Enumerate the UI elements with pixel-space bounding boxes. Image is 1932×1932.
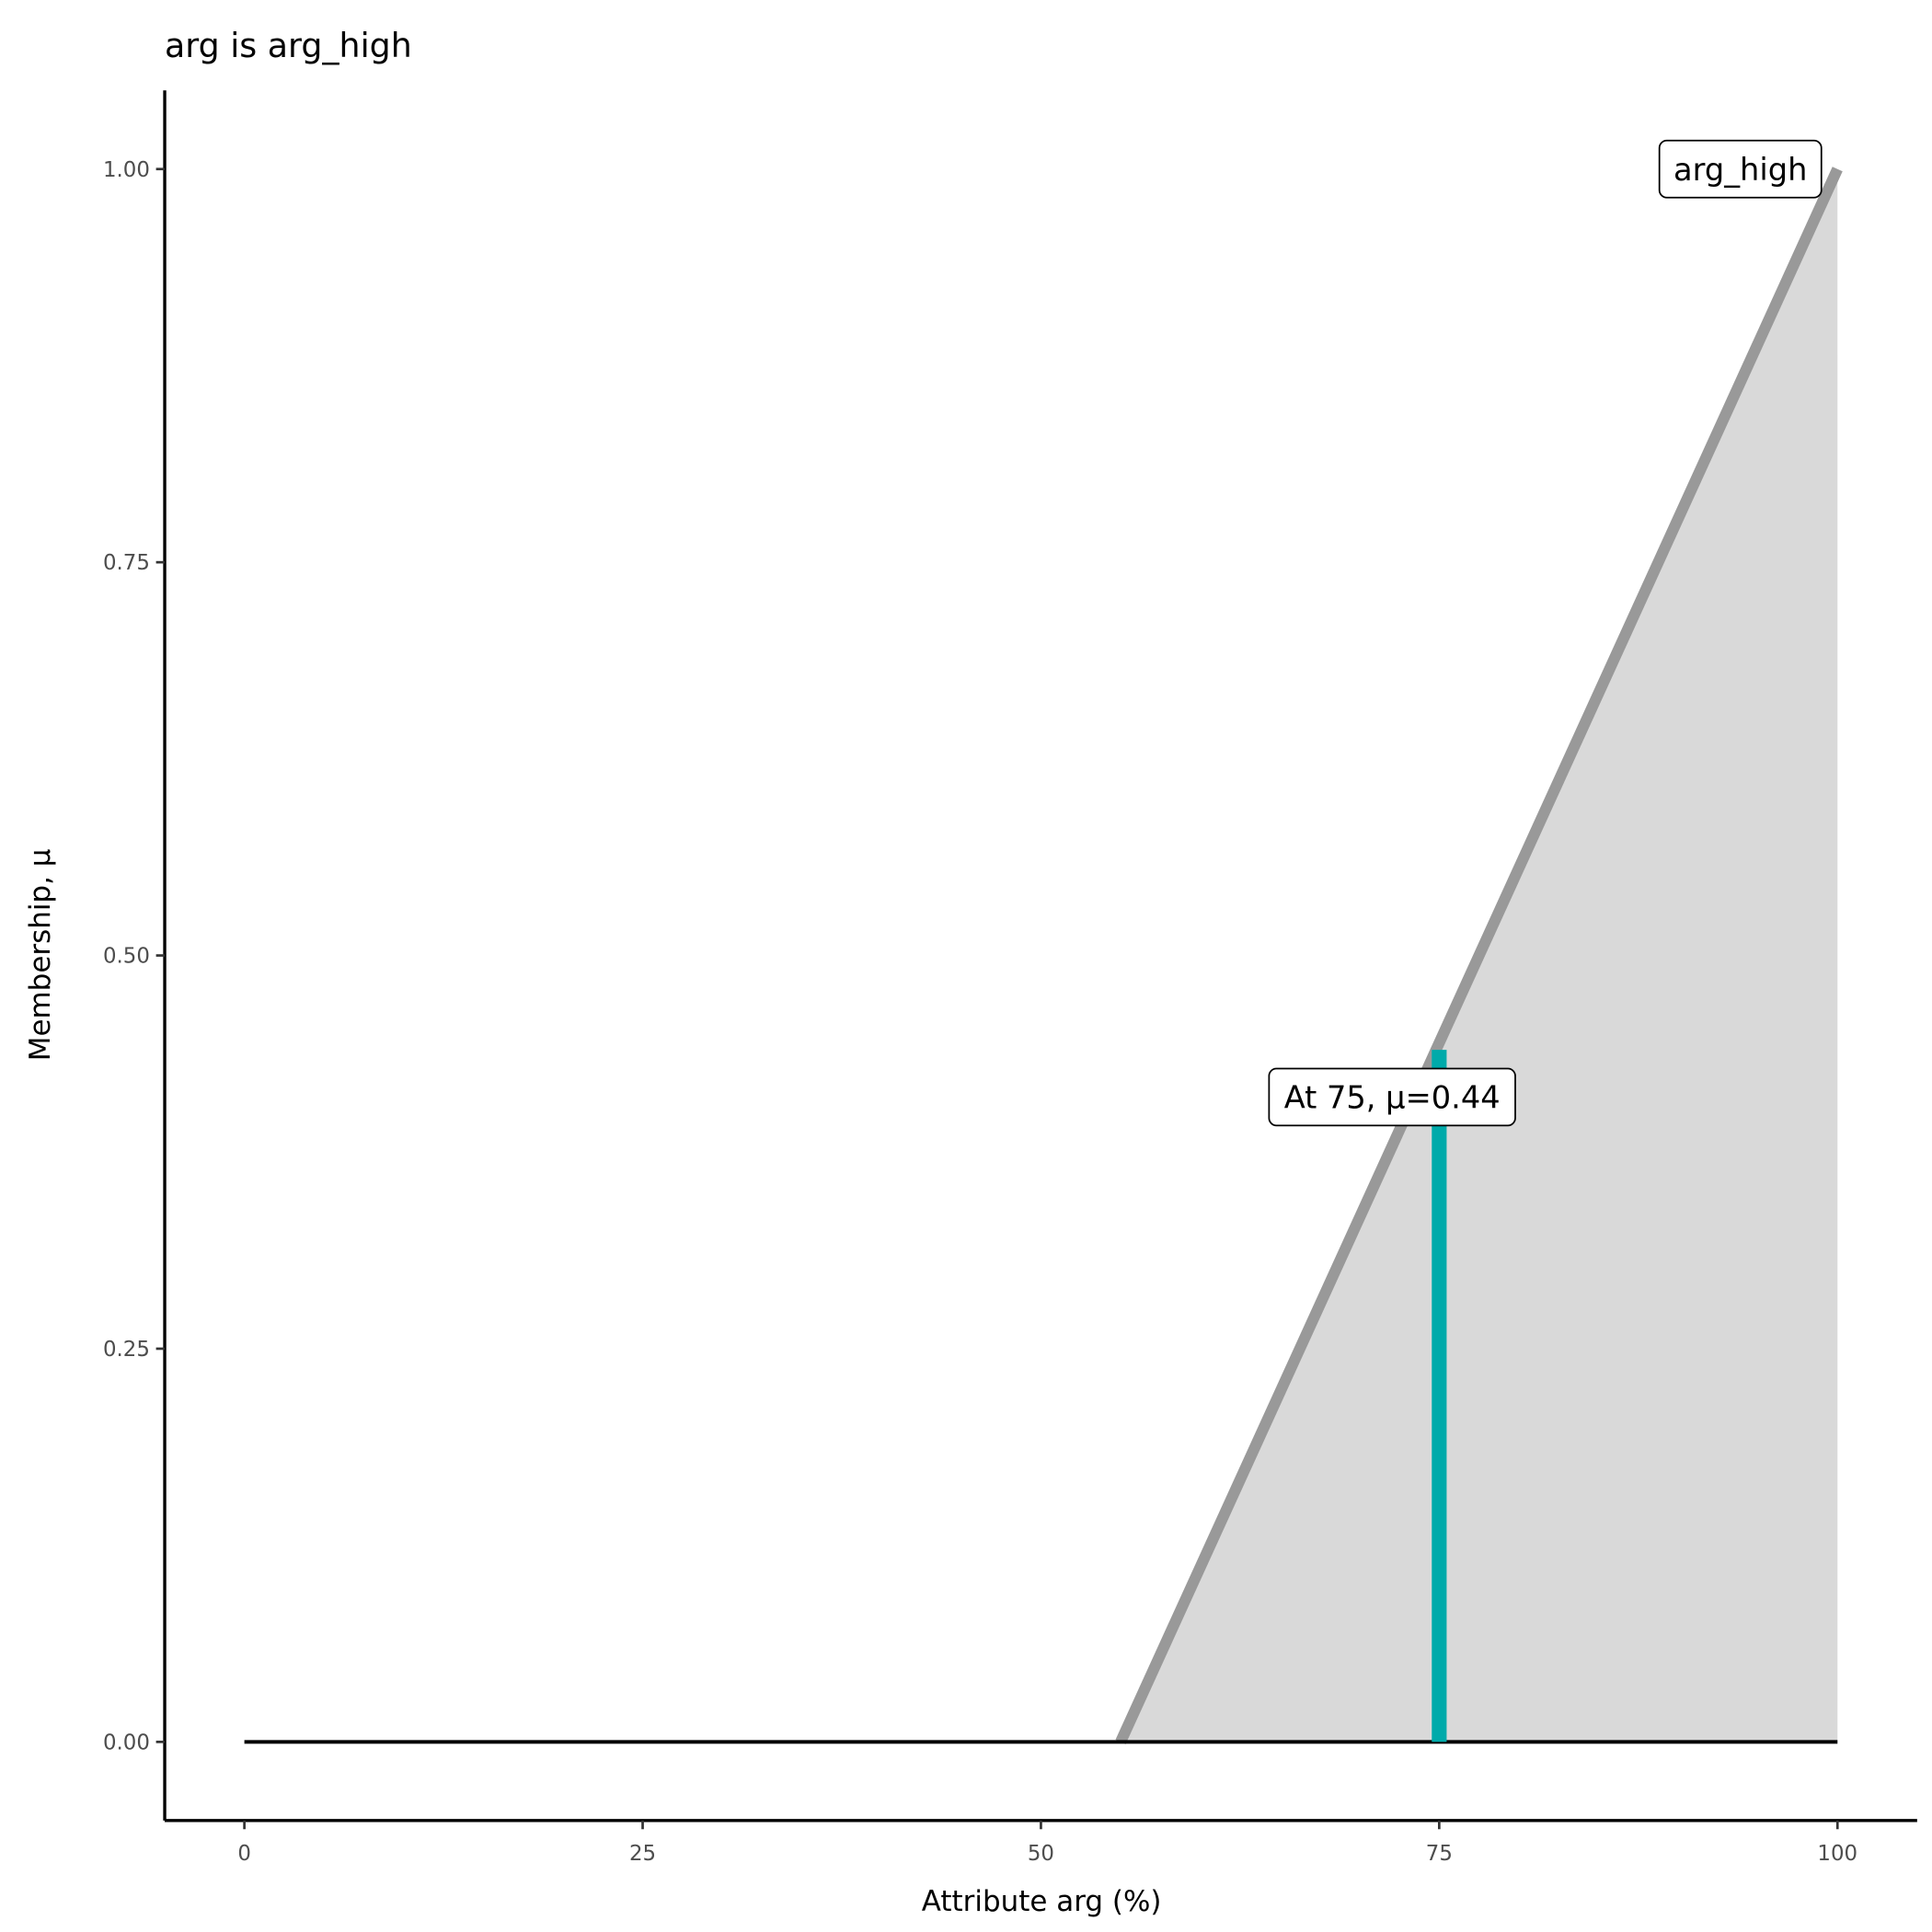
- y-tick-label: 0.00: [103, 1731, 150, 1754]
- x-tick-label: 50: [1028, 1842, 1054, 1866]
- chart-title: arg is arg_high: [165, 26, 412, 65]
- x-axis-label: Attribute arg (%): [922, 1885, 1162, 1918]
- x-tick-label: 0: [237, 1842, 251, 1866]
- set-label: arg_high: [1673, 152, 1807, 188]
- y-axis-label: Membership, μ: [24, 849, 57, 1062]
- x-tick-label: 75: [1426, 1842, 1453, 1866]
- y-tick-label: 0.50: [103, 945, 150, 969]
- y-tick-label: 0.25: [103, 1338, 150, 1362]
- x-tick-label: 25: [629, 1842, 656, 1866]
- marker-label: At 75, μ=0.44: [1284, 1080, 1501, 1116]
- x-tick-label: 100: [1817, 1842, 1857, 1866]
- membership-ramp-line: [1115, 167, 1843, 1744]
- marker-label-box: [1268, 1067, 1516, 1127]
- y-tick-label: 1.00: [103, 158, 150, 182]
- set-label-box: [1658, 139, 1823, 199]
- y-tick-label: 0.75: [103, 551, 150, 575]
